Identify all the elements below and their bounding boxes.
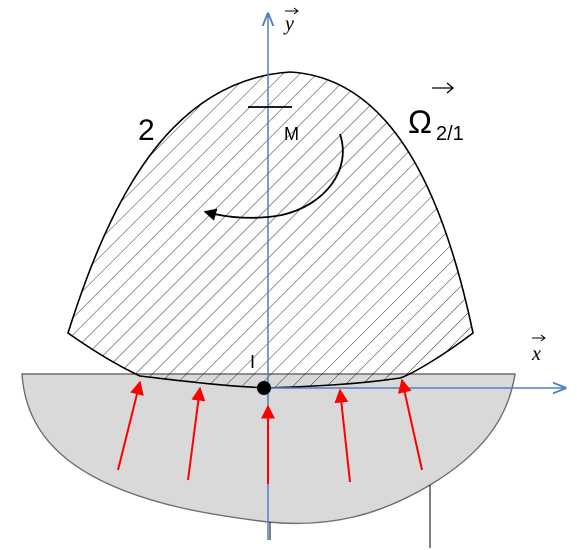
point-i-label: I <box>250 352 255 372</box>
contact-point-i <box>257 381 271 395</box>
rotation-arrow <box>203 133 344 221</box>
omega-subscript: 2/1 <box>436 123 464 145</box>
point-m-label: M <box>284 124 299 144</box>
force-arrow-1 <box>117 380 144 471</box>
x-axis-label: x <box>531 343 541 365</box>
body-label-2: 2 <box>138 114 155 147</box>
y-vector-head <box>293 7 299 15</box>
omega-vector-head <box>446 82 455 94</box>
force-arrow-5 <box>397 378 423 471</box>
hatched-body-2 <box>67 71 474 389</box>
x-vector-head <box>540 334 546 342</box>
y-axis-label: y <box>283 13 294 35</box>
force-arrow-2 <box>187 386 206 481</box>
omega-label: Ω <box>408 104 432 140</box>
force-arrow-4 <box>334 388 351 483</box>
force-arrows <box>117 378 423 484</box>
